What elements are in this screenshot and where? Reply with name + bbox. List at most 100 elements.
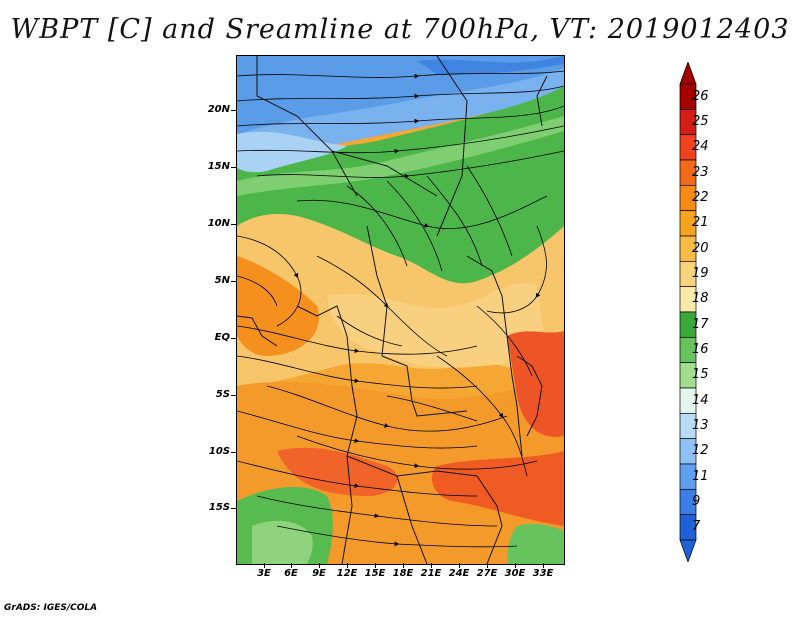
field-zone-23-c <box>507 331 564 437</box>
lat-tick <box>231 224 236 225</box>
colorbar-level-label: 19 <box>692 266 709 281</box>
streamline <box>436 355 528 477</box>
streamline <box>237 355 478 389</box>
chart-title: WBPT [C] and Sreamline at 700hPa, VT: 20… <box>10 14 790 45</box>
streamline <box>237 235 302 327</box>
lon-label: 18E <box>392 568 414 579</box>
colorbar-level-label: 7 <box>692 519 701 535</box>
lat-label: EQ <box>214 332 230 343</box>
colorbar-level-label: 14 <box>692 392 709 408</box>
streamline <box>486 225 547 314</box>
colorbar-level-label: 22 <box>692 190 709 205</box>
streamline <box>276 525 518 548</box>
lon-label: 12E <box>336 568 358 579</box>
wbpt-field-map <box>237 56 564 564</box>
colorbar-level-label: 26 <box>692 88 709 104</box>
lat-tick <box>231 281 236 282</box>
lat-label: 10N <box>207 218 230 229</box>
field-zone-17 <box>237 81 564 284</box>
map-panel <box>236 55 565 565</box>
field-zone-11 <box>417 56 564 75</box>
lat-tick <box>231 167 236 168</box>
colorbar-level-label: 11 <box>692 468 709 484</box>
colorbar <box>679 62 697 562</box>
border <box>476 475 503 564</box>
field-zone-22-west <box>237 256 319 356</box>
lat-label: 10S <box>208 446 230 457</box>
border <box>466 255 508 337</box>
lon-tick <box>487 563 488 568</box>
border <box>346 455 478 477</box>
border <box>341 455 353 564</box>
border <box>536 75 548 127</box>
colorbar-level-label: 15 <box>692 367 709 383</box>
border <box>436 56 468 237</box>
streamline <box>386 180 443 272</box>
lon-tick <box>403 563 404 568</box>
field-zone-16 <box>237 116 564 196</box>
lon-tick <box>347 563 348 568</box>
border <box>506 335 523 457</box>
lon-label: 3E <box>257 568 271 579</box>
border <box>346 335 358 457</box>
streamline <box>237 410 478 449</box>
colorbar-level-label: 9 <box>692 494 701 509</box>
colorbar-level-label: 21 <box>692 215 709 231</box>
colorbar-level-label: 24 <box>692 139 709 155</box>
field-zone-16-sw <box>252 520 313 564</box>
country-borders <box>237 56 548 564</box>
border <box>396 475 428 564</box>
lat-tick <box>231 110 236 111</box>
streamline <box>237 85 564 102</box>
colorbar-level-label: 17 <box>692 316 709 332</box>
colorbar-level-label: 25 <box>692 114 709 129</box>
lon-tick <box>291 563 292 568</box>
field-zone-23-b <box>432 451 564 526</box>
colorbar-level-label: 20 <box>692 240 709 256</box>
colorbar-level-label: 23 <box>692 164 709 180</box>
border <box>237 315 278 347</box>
streamline <box>256 150 564 179</box>
streamline <box>336 315 403 347</box>
field-zone-14 <box>237 131 347 173</box>
streamline <box>296 435 538 470</box>
lon-label: 6E <box>284 568 298 579</box>
lat-label: 5N <box>214 275 230 286</box>
lat-label: 15N <box>207 161 230 172</box>
lon-tick <box>459 563 460 568</box>
lon-tick <box>319 563 320 568</box>
lat-tick <box>231 508 236 509</box>
streamline <box>237 275 278 307</box>
lat-tick <box>231 395 236 396</box>
lon-label: 27E <box>476 568 498 579</box>
lon-label: 33E <box>532 568 554 579</box>
lon-tick <box>515 563 516 568</box>
streamline <box>476 305 533 377</box>
border <box>331 150 438 197</box>
streamline <box>296 195 548 230</box>
streamline <box>256 495 498 527</box>
colorbar-level-label: 16 <box>692 342 709 357</box>
field-zone-23-a <box>277 447 398 496</box>
streamline <box>237 325 478 355</box>
border <box>381 355 468 417</box>
lon-label: 21E <box>420 568 442 579</box>
streamline <box>237 125 564 154</box>
field-zone-17-se <box>507 523 564 564</box>
lon-tick <box>375 563 376 568</box>
lat-tick <box>231 338 236 339</box>
lon-tick <box>431 563 432 568</box>
streamline <box>266 385 508 432</box>
colorbar-level-label: 18 <box>692 291 709 307</box>
streamline <box>466 165 513 257</box>
lon-tick <box>264 563 265 568</box>
field-zone-19 <box>327 283 547 368</box>
colorbar-level-label: 12 <box>692 443 709 459</box>
colorbar-level-label: 13 <box>692 418 709 433</box>
footer-credit: GrADS: IGES/COLA <box>4 603 98 613</box>
lat-label: 20N <box>207 104 230 115</box>
border <box>516 355 543 437</box>
lon-tick <box>543 563 544 568</box>
streamline <box>237 460 478 497</box>
streamline <box>386 395 478 422</box>
